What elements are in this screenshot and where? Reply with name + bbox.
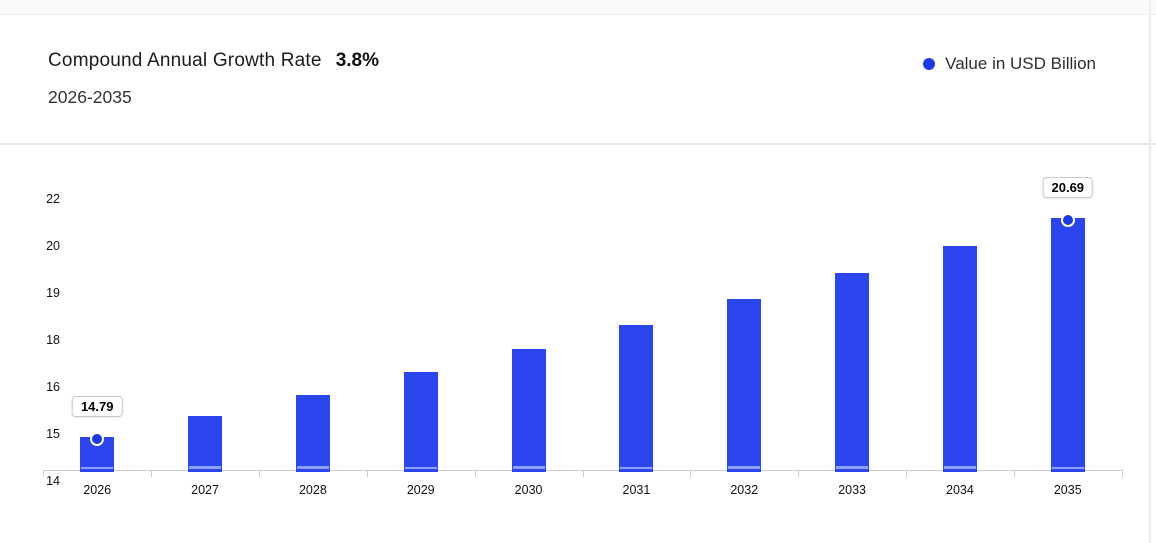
bar-bottom-stripe [81, 466, 114, 469]
bar-bottom-stripe [404, 466, 437, 469]
page-right-border [1149, 0, 1151, 543]
cagr-value: 3.8% [335, 50, 379, 71]
bar-bottom-stripe [728, 466, 761, 469]
page-title: Compound Annual Growth Rate [48, 50, 322, 71]
x-axis-label-2034: 2034 [946, 483, 974, 497]
x-axis-label-2030: 2030 [514, 483, 543, 497]
x-axis-label-2027: 2027 [191, 483, 219, 497]
y-axis-tick-label: 14 [46, 474, 60, 488]
x-axis-label-2029: 2029 [406, 483, 435, 497]
bar-2034[interactable] [942, 246, 977, 472]
bar-2033[interactable] [835, 273, 870, 472]
point-marker-2035 [1060, 212, 1075, 227]
data-label-2026: 14.79 [71, 395, 123, 417]
bar-2029[interactable] [403, 372, 438, 472]
x-axis-line [43, 470, 1122, 471]
legend-label: Value in USD Billion [945, 54, 1096, 73]
bar-bottom-stripe [189, 466, 222, 469]
y-axis-tick-label: 22 [46, 192, 60, 206]
y-axis-tick-label: 16 [46, 380, 60, 394]
bar-2035[interactable] [1050, 218, 1085, 472]
x-axis-tick [43, 470, 44, 477]
x-axis-tick [798, 470, 799, 477]
bar-2032[interactable] [727, 299, 762, 472]
x-axis-tick [259, 470, 260, 477]
x-axis-label-2033: 2033 [838, 483, 866, 497]
bar-2031[interactable] [619, 324, 654, 472]
x-axis-tick [1122, 470, 1123, 477]
bar-bottom-stripe [512, 466, 545, 469]
y-axis-tick-label: 20 [46, 239, 60, 253]
x-axis-tick [367, 470, 368, 477]
bar-bottom-stripe [620, 466, 653, 469]
x-axis-label-2031: 2031 [622, 483, 651, 497]
y-axis-tick-label: 18 [46, 333, 60, 347]
x-axis-tick [906, 470, 907, 477]
bar-bottom-stripe [943, 466, 976, 469]
y-axis-tick-label: 19 [46, 286, 60, 300]
point-marker-2026 [90, 431, 105, 446]
chart-period-subtitle: 2026-2035 [48, 87, 132, 107]
bar-bottom-stripe [836, 466, 869, 469]
bar-2027[interactable] [188, 416, 223, 472]
y-axis-tick-label: 15 [46, 427, 60, 441]
bar-bottom-stripe [1051, 466, 1084, 469]
x-axis-label-2035: 2035 [1053, 483, 1082, 497]
data-label-2035: 20.69 [1042, 176, 1094, 198]
x-axis-tick [475, 470, 476, 477]
chart-header: Compound Annual Growth Rate 3.8% [48, 50, 379, 72]
x-axis-label-2028: 2028 [298, 483, 327, 497]
bar-bottom-stripe [296, 466, 329, 469]
x-axis-tick [151, 470, 152, 477]
x-axis-tick [1014, 470, 1015, 477]
legend-dot-icon [923, 58, 936, 70]
header-divider [0, 143, 1156, 145]
x-axis-label-2026: 2026 [83, 483, 112, 497]
top-strip [0, 0, 1156, 15]
x-axis-label-2032: 2032 [730, 483, 759, 497]
bar-2030[interactable] [511, 348, 546, 472]
x-axis-tick [583, 470, 584, 477]
x-axis-tick [690, 470, 691, 477]
legend-item-value[interactable]: Value in USD Billion [923, 54, 1096, 74]
bar-2028[interactable] [295, 394, 330, 472]
